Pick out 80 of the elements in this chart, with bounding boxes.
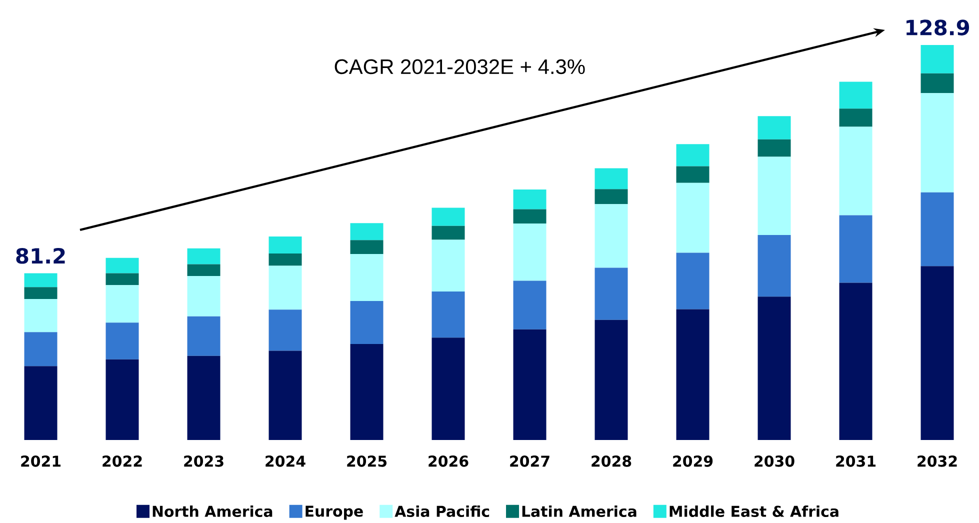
bar bbox=[432, 240, 465, 292]
bar bbox=[350, 344, 384, 440]
x-tick-label: 2022 bbox=[102, 456, 142, 467]
bar bbox=[350, 300, 384, 344]
x-tick-label: 2026 bbox=[428, 456, 468, 467]
bar bbox=[187, 248, 220, 264]
bar bbox=[513, 209, 546, 224]
bar bbox=[432, 291, 465, 338]
legend-label: Asia Pacific bbox=[394, 505, 490, 518]
bar bbox=[350, 240, 384, 254]
bar bbox=[920, 44, 954, 74]
x-tick-label: 2025 bbox=[347, 456, 387, 467]
x-tick-label: 2027 bbox=[510, 456, 550, 467]
bar bbox=[758, 156, 791, 235]
bar bbox=[187, 276, 220, 316]
x-tick-label: 2028 bbox=[592, 456, 632, 467]
bar bbox=[432, 208, 465, 226]
bar bbox=[594, 320, 628, 440]
bar bbox=[594, 168, 628, 190]
bar bbox=[676, 309, 710, 440]
bar bbox=[920, 192, 954, 266]
bar bbox=[106, 359, 139, 440]
x-tick-label: 2029 bbox=[673, 456, 713, 467]
bar bbox=[513, 280, 546, 330]
bar bbox=[268, 310, 302, 351]
legend-label: North America bbox=[152, 505, 272, 518]
bar bbox=[24, 287, 58, 299]
bar bbox=[350, 254, 384, 301]
bar bbox=[268, 266, 302, 310]
bar bbox=[187, 316, 220, 356]
annotation: 128.9 bbox=[906, 20, 970, 36]
bar bbox=[594, 268, 628, 320]
legend-label: Europe bbox=[306, 506, 363, 520]
bar bbox=[676, 182, 710, 253]
bar bbox=[758, 296, 791, 440]
bar bbox=[594, 189, 628, 204]
bar bbox=[839, 126, 872, 216]
bar bbox=[758, 139, 791, 157]
bar bbox=[106, 322, 139, 360]
bar bbox=[268, 350, 302, 440]
bar bbox=[513, 329, 546, 440]
bar bbox=[920, 266, 954, 440]
x-tick-label: 2032 bbox=[918, 456, 957, 467]
x-tick-label: 2030 bbox=[754, 456, 794, 467]
bar bbox=[839, 215, 872, 283]
x-tick-label: 2023 bbox=[184, 456, 224, 467]
bar bbox=[920, 93, 954, 192]
bar bbox=[432, 226, 465, 240]
bar bbox=[24, 273, 58, 288]
annotation: CAGR 2021-2032E + 4.3% bbox=[334, 59, 585, 74]
bar bbox=[839, 108, 872, 127]
bar bbox=[676, 166, 710, 183]
bar bbox=[513, 190, 546, 210]
bar bbox=[106, 285, 139, 323]
bar bbox=[513, 224, 546, 281]
legend-label: Latin America bbox=[522, 505, 636, 518]
bar bbox=[187, 356, 220, 440]
bar bbox=[839, 82, 872, 109]
legend-label: Middle East & Africa bbox=[670, 505, 838, 518]
bar bbox=[432, 338, 465, 440]
bar bbox=[268, 254, 302, 266]
bar bbox=[839, 282, 872, 440]
bar bbox=[268, 236, 302, 254]
x-tick-label: 2021 bbox=[21, 456, 61, 467]
x-tick-label: 2024 bbox=[266, 456, 306, 467]
bar bbox=[24, 332, 58, 366]
bar bbox=[24, 298, 58, 332]
bar bbox=[106, 258, 139, 274]
annotation: 81.2 bbox=[16, 248, 65, 264]
bar bbox=[350, 223, 384, 240]
bar bbox=[920, 73, 954, 94]
bar bbox=[106, 273, 139, 286]
bar bbox=[758, 234, 791, 297]
bar bbox=[24, 366, 58, 440]
bar bbox=[758, 116, 791, 140]
bar bbox=[187, 264, 220, 276]
bar bbox=[676, 144, 710, 166]
bar bbox=[594, 204, 628, 268]
x-tick-label: 2031 bbox=[836, 456, 876, 467]
bar bbox=[676, 252, 710, 310]
